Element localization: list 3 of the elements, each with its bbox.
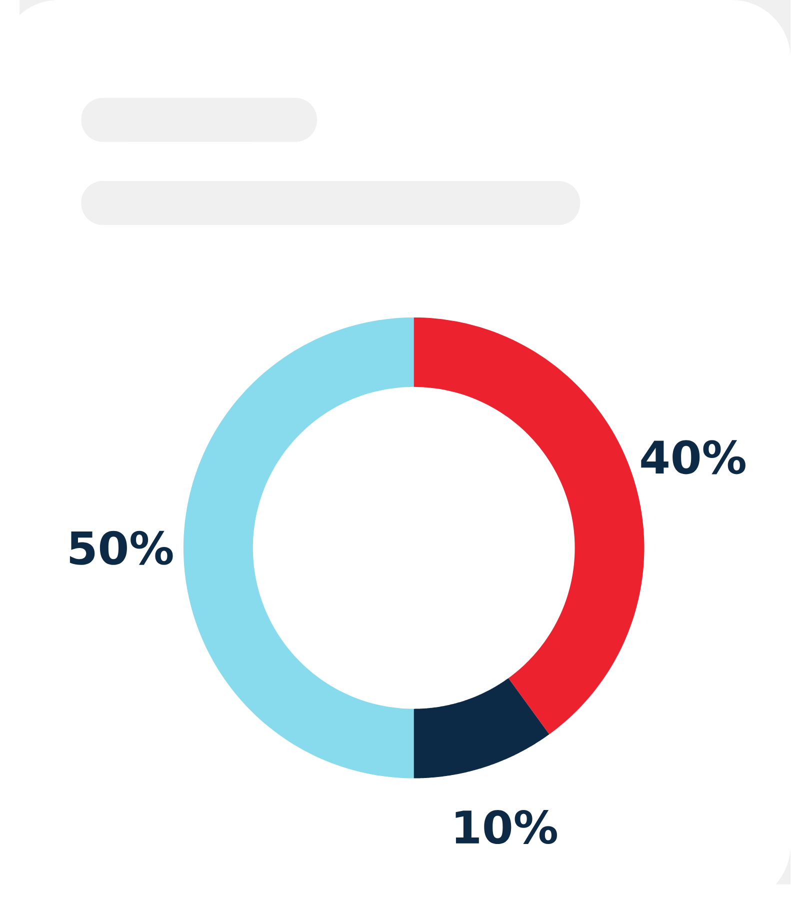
data-label: 40%: [641, 440, 746, 474]
data-label: 10%: [456, 810, 558, 844]
data-label: 50%: [70, 530, 174, 565]
